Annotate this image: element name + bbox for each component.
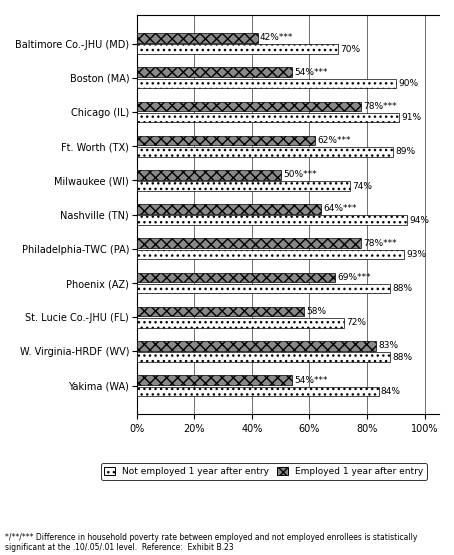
- Text: 90%: 90%: [398, 79, 418, 88]
- Text: 84%: 84%: [381, 387, 401, 396]
- Text: 93%: 93%: [407, 250, 427, 259]
- Bar: [137, 375, 292, 385]
- Bar: [137, 307, 304, 316]
- Bar: [137, 136, 315, 145]
- Bar: [137, 44, 338, 54]
- Text: 64%***: 64%***: [323, 204, 357, 214]
- Text: 89%: 89%: [395, 147, 415, 157]
- Text: */**/*** Difference in household poverty rate between employed and not employed : */**/*** Difference in household poverty…: [5, 533, 417, 552]
- Bar: [137, 341, 375, 351]
- Bar: [137, 113, 399, 123]
- Legend: Not employed 1 year after entry, Employed 1 year after entry: Not employed 1 year after entry, Employe…: [101, 463, 427, 480]
- Text: 88%: 88%: [392, 352, 413, 362]
- Bar: [137, 67, 292, 77]
- Text: 62%***: 62%***: [317, 136, 351, 145]
- Bar: [137, 79, 396, 88]
- Bar: [137, 284, 390, 294]
- Text: 91%: 91%: [401, 113, 421, 122]
- Bar: [137, 147, 393, 157]
- Bar: [137, 102, 361, 111]
- Bar: [137, 318, 344, 327]
- Text: 94%: 94%: [410, 216, 429, 225]
- Text: 50%***: 50%***: [283, 170, 316, 179]
- Text: 78%***: 78%***: [364, 102, 397, 111]
- Bar: [137, 239, 361, 248]
- Text: 83%: 83%: [378, 341, 398, 350]
- Text: 54%***: 54%***: [295, 68, 328, 77]
- Text: 54%***: 54%***: [295, 376, 328, 385]
- Text: 88%: 88%: [392, 284, 413, 293]
- Bar: [137, 215, 407, 225]
- Text: 58%: 58%: [306, 307, 326, 316]
- Bar: [137, 204, 321, 214]
- Text: 69%***: 69%***: [338, 273, 371, 282]
- Text: 78%***: 78%***: [364, 239, 397, 248]
- Text: 72%: 72%: [346, 319, 366, 327]
- Bar: [137, 181, 350, 191]
- Bar: [137, 352, 390, 362]
- Bar: [137, 386, 379, 396]
- Bar: [137, 273, 336, 282]
- Text: 42%***: 42%***: [260, 33, 293, 42]
- Text: 70%: 70%: [340, 45, 360, 54]
- Bar: [137, 33, 258, 43]
- Bar: [137, 250, 405, 259]
- Text: 74%: 74%: [352, 181, 372, 190]
- Bar: [137, 170, 281, 180]
